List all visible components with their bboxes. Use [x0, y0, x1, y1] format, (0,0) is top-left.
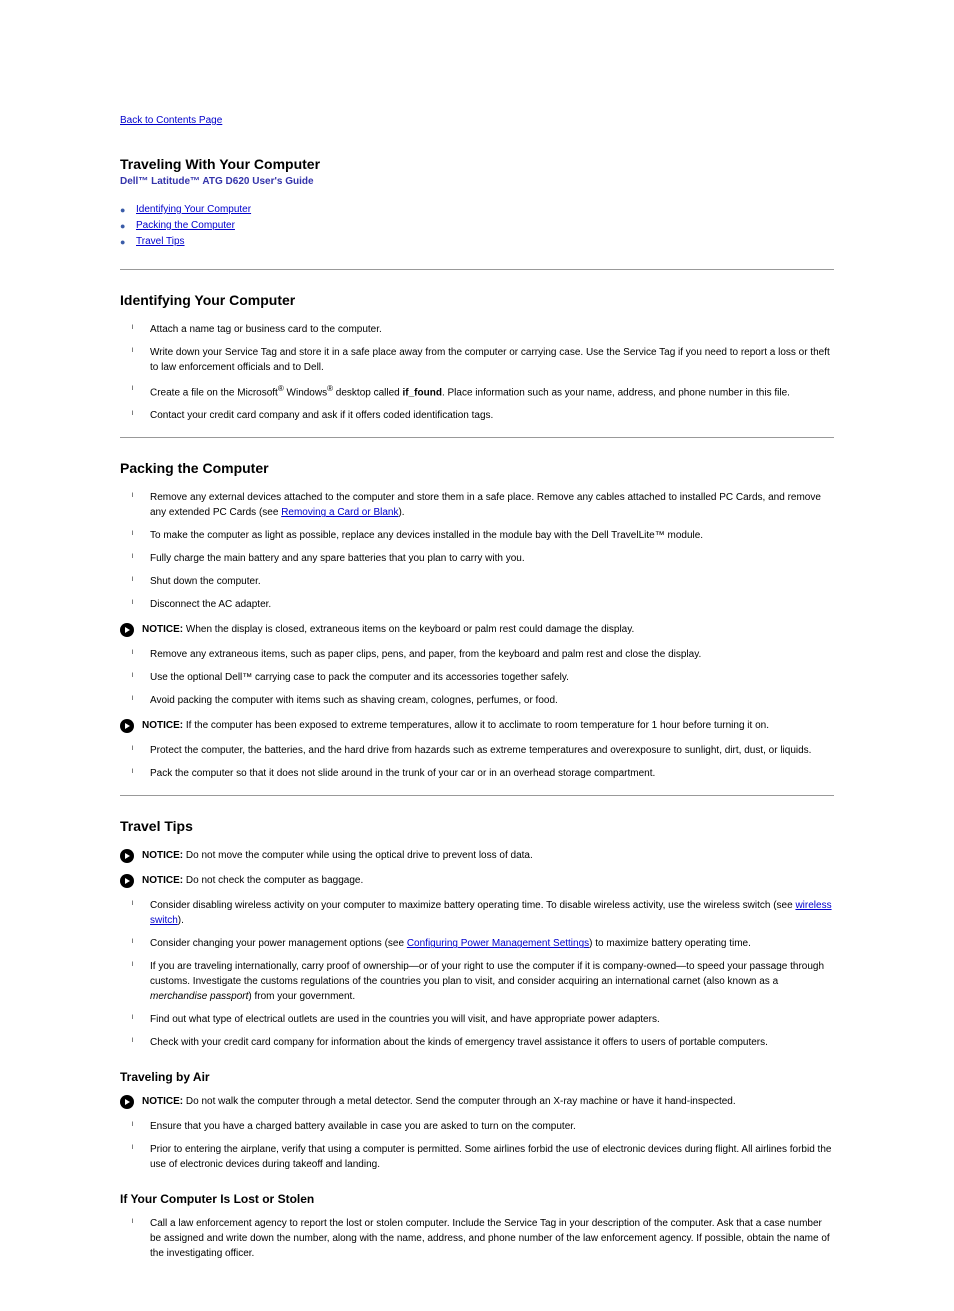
toc-list: Identifying Your Computer Packing the Co…	[120, 203, 834, 249]
identifying-list: Attach a name tag or business card to th…	[120, 322, 834, 423]
notice: NOTICE: Do not walk the computer through…	[120, 1094, 834, 1109]
list-item: Disconnect the AC adapter.	[150, 597, 834, 612]
text: ).	[178, 915, 184, 926]
back-to-contents-link[interactable]: Back to Contents Page	[120, 115, 834, 126]
packing-list-c: Protect the computer, the batteries, and…	[120, 743, 834, 781]
notice-text: Do not check the computer as baggage.	[186, 875, 363, 886]
list-item: Attach a name tag or business card to th…	[150, 322, 834, 337]
divider	[120, 795, 834, 796]
list-item: Contact your credit card company and ask…	[150, 408, 834, 423]
notice-label: NOTICE:	[142, 850, 183, 861]
list-item: Ensure that you have a charged battery a…	[150, 1119, 834, 1134]
notice: NOTICE: If the computer has been exposed…	[120, 718, 834, 733]
list-item: Write down your Service Tag and store it…	[150, 345, 834, 375]
list-item: Find out what type of electrical outlets…	[150, 1012, 834, 1027]
subsection-heading-air: Traveling by Air	[120, 1070, 834, 1084]
page-title: Traveling With Your Computer	[120, 156, 834, 172]
text: Consider changing your power management …	[150, 938, 407, 949]
list-item: Use the optional Dell™ carrying case to …	[150, 670, 834, 685]
notice-arrow-icon	[120, 719, 134, 733]
notice-arrow-icon	[120, 849, 134, 863]
list-item: If you are traveling internationally, ca…	[150, 959, 834, 1004]
text: Remove any external devices attached to …	[150, 492, 821, 518]
packing-list-a: Remove any external devices attached to …	[120, 490, 834, 612]
notice-text: Do not walk the computer through a metal…	[186, 1096, 736, 1107]
text: ).	[398, 507, 404, 518]
notice: NOTICE: When the display is closed, extr…	[120, 622, 834, 637]
packing-list-b: Remove any extraneous items, such as pap…	[120, 647, 834, 708]
traveltips-list: Consider disabling wireless activity on …	[120, 898, 834, 1050]
toc-link-packing[interactable]: Packing the Computer	[136, 220, 235, 231]
notice-arrow-icon	[120, 1095, 134, 1109]
list-item: Pack the computer so that it does not sl…	[150, 766, 834, 781]
notice-label: NOTICE:	[142, 1096, 183, 1107]
list-item: Create a file on the Microsoft® Windows®…	[150, 383, 834, 400]
list-item: Consider disabling wireless activity on …	[150, 898, 834, 928]
section-heading-identifying: Identifying Your Computer	[120, 292, 834, 308]
list-item: Check with your credit card company for …	[150, 1035, 834, 1050]
notice-label: NOTICE:	[142, 875, 183, 886]
list-item: Shut down the computer.	[150, 574, 834, 589]
toc-link-identifying[interactable]: Identifying Your Computer	[136, 204, 251, 215]
notice-arrow-icon	[120, 874, 134, 888]
text: Consider disabling wireless activity on …	[150, 900, 795, 911]
lost-list: Call a law enforcement agency to report …	[120, 1216, 834, 1261]
air-list: Ensure that you have a charged battery a…	[120, 1119, 834, 1172]
list-item: Avoid packing the computer with items su…	[150, 693, 834, 708]
divider	[120, 269, 834, 270]
list-item: Remove any extraneous items, such as pap…	[150, 647, 834, 662]
section-heading-traveltips: Travel Tips	[120, 818, 834, 834]
list-item: Call a law enforcement agency to report …	[150, 1216, 834, 1261]
subtitle: Dell™ Latitude™ ATG D620 User's Guide	[120, 174, 834, 189]
divider	[120, 437, 834, 438]
list-item: Fully charge the main battery and any sp…	[150, 551, 834, 566]
notice: NOTICE: Do not move the computer while u…	[120, 848, 834, 863]
list-item: Consider changing your power management …	[150, 936, 834, 951]
power-mgmt-link[interactable]: Configuring Power Management Settings	[407, 938, 589, 949]
notice-text: Do not move the computer while using the…	[186, 850, 533, 861]
notice-text: When the display is closed, extraneous i…	[186, 624, 634, 635]
notice-text: If the computer has been exposed to extr…	[186, 720, 769, 731]
notice-arrow-icon	[120, 623, 134, 637]
list-item: Remove any external devices attached to …	[150, 490, 834, 520]
text: ) to maximize battery operating time.	[589, 938, 751, 949]
notice-label: NOTICE:	[142, 624, 183, 635]
list-item: Prior to entering the airplane, verify t…	[150, 1142, 834, 1172]
list-item: To make the computer as light as possibl…	[150, 528, 834, 543]
notice: NOTICE: Do not check the computer as bag…	[120, 873, 834, 888]
section-heading-packing: Packing the Computer	[120, 460, 834, 476]
subsection-heading-lost: If Your Computer Is Lost or Stolen	[120, 1192, 834, 1206]
list-item: Protect the computer, the batteries, and…	[150, 743, 834, 758]
removing-card-link[interactable]: Removing a Card or Blank	[281, 507, 398, 518]
notice-label: NOTICE:	[142, 720, 183, 731]
toc-link-traveltips[interactable]: Travel Tips	[136, 236, 185, 247]
